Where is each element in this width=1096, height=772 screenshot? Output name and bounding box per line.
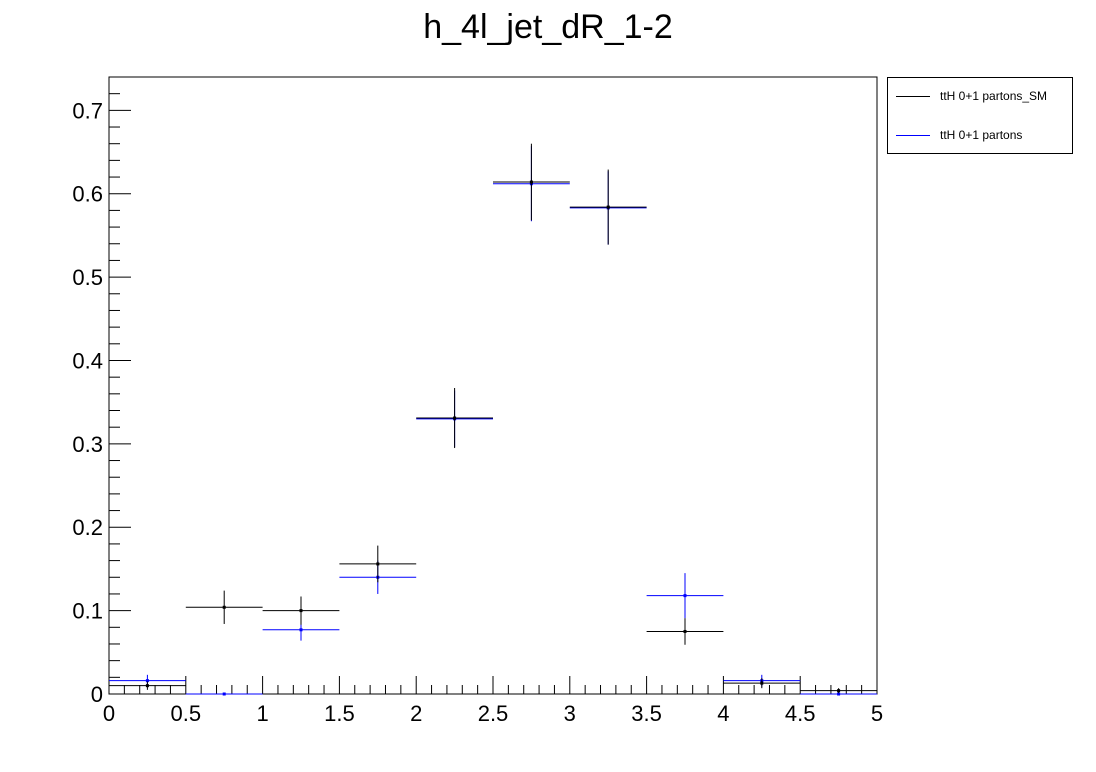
data-point: [493, 143, 570, 221]
data-point: [646, 618, 724, 645]
axis-ticks: [108, 76, 878, 695]
point-marker: [299, 609, 303, 613]
x-tick-label: 2.5: [478, 701, 509, 726]
y-tick-label: 0.5: [72, 265, 103, 290]
point-marker: [222, 605, 226, 609]
point-marker: [606, 205, 610, 209]
x-tick-label: 1.5: [324, 701, 355, 726]
point-marker: [837, 692, 841, 696]
point-marker: [222, 692, 226, 696]
y-tick-label: 0: [91, 682, 103, 707]
x-tick-label: 5: [871, 701, 883, 726]
data-point: [416, 388, 493, 449]
data-point: [185, 590, 263, 624]
data-point: [109, 681, 186, 690]
point-marker: [837, 689, 841, 693]
point-marker: [299, 628, 303, 632]
point-marker: [145, 684, 149, 688]
y-tick-label: 0.1: [72, 599, 103, 624]
point-marker: [529, 180, 533, 184]
y-tick-label: 0.3: [72, 432, 103, 457]
y-tick-label: 0.2: [72, 515, 103, 540]
data-point: [646, 573, 724, 619]
y-tick-label: 0.4: [72, 348, 103, 373]
data-point: [262, 596, 340, 625]
y-tick-label: 0.7: [72, 98, 103, 123]
point-marker: [683, 594, 687, 598]
data-point: [185, 692, 263, 696]
point-marker: [760, 681, 764, 685]
tick-labels: 0 0.5 1 1.5 2 2.5 3 3.5 4 4.5 5 0 0.1 0.2 0.3 0.4 0.5 0.6…: [72, 98, 883, 726]
x-tick-label: 3: [564, 701, 576, 726]
series-0: [109, 143, 877, 694]
legend-swatch-bsm: [896, 134, 930, 136]
legend-label-bsm: ttH 0+1 partons: [940, 128, 1023, 142]
data-point: [569, 169, 647, 245]
point-marker: [145, 679, 149, 683]
data-point: [339, 545, 417, 583]
x-tick-label: 4: [717, 701, 729, 726]
point-marker: [453, 416, 457, 420]
x-tick-label: 0.5: [171, 701, 202, 726]
legend: ttH 0+1 partons_SM ttH 0+1 partons: [887, 77, 1073, 154]
x-tick-label: 4.5: [785, 701, 816, 726]
x-tick-label: 3.5: [631, 701, 662, 726]
data-point: [800, 692, 877, 696]
x-tick-label: 2: [410, 701, 422, 726]
legend-label-sm: ttH 0+1 partons_SM: [940, 89, 1048, 103]
legend-entry-sm: ttH 0+1 partons_SM: [896, 86, 1047, 106]
point-marker: [683, 629, 687, 633]
data-point: [723, 678, 801, 689]
x-tick-label: 1: [256, 701, 268, 726]
data-marks: [109, 143, 877, 696]
data-point: [800, 688, 877, 694]
legend-swatch-sm: [896, 95, 930, 97]
x-tick-label: 0: [103, 701, 115, 726]
legend-entry-bsm: ttH 0+1 partons: [896, 125, 1022, 145]
chart-title: h_4l_jet_dR_1-2: [423, 8, 673, 46]
point-marker: [376, 562, 380, 566]
y-tick-label: 0.6: [72, 182, 103, 207]
